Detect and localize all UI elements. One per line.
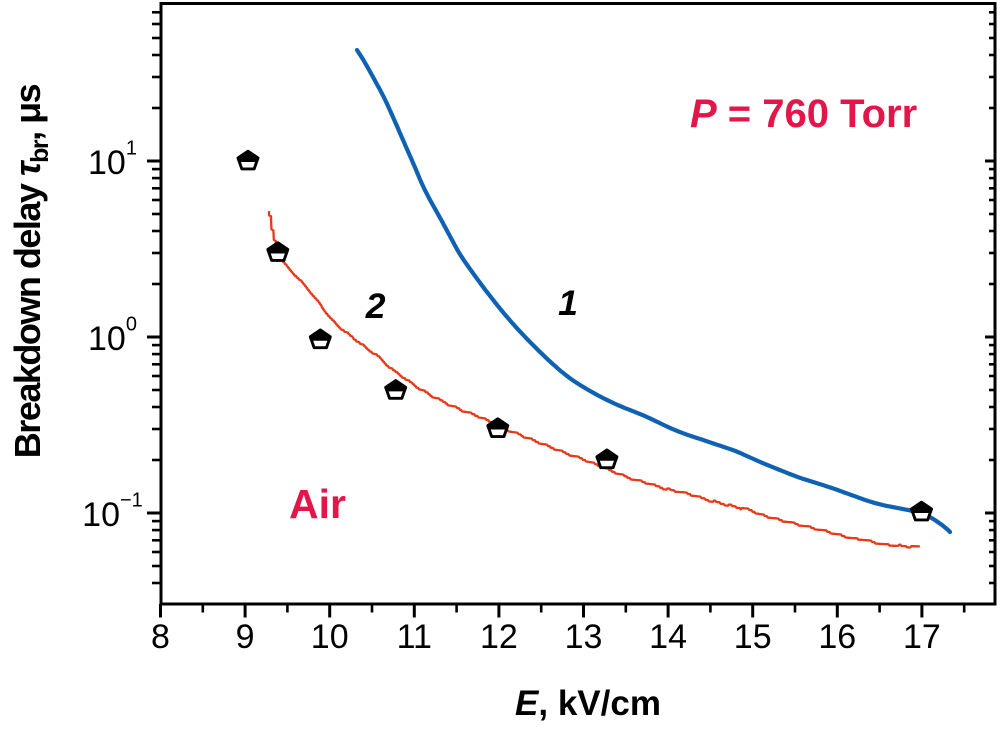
svg-text:2: 2 xyxy=(365,286,386,326)
svg-text:1: 1 xyxy=(558,283,578,323)
svg-text:10: 10 xyxy=(311,618,349,656)
svg-text:12: 12 xyxy=(480,618,518,656)
svg-text:9: 9 xyxy=(236,618,255,656)
svg-text:13: 13 xyxy=(565,618,603,656)
svg-text:16: 16 xyxy=(818,618,856,656)
svg-text:Air: Air xyxy=(289,481,346,527)
svg-text:P = 760 Torr: P = 760 Torr xyxy=(690,92,917,136)
svg-text:E, kV/cm: E, kV/cm xyxy=(515,684,661,723)
svg-text:8: 8 xyxy=(151,618,170,656)
svg-text:Breakdown delay τbr, μs: Breakdown delay τbr, μs xyxy=(7,84,54,458)
svg-text:17: 17 xyxy=(903,618,941,656)
svg-text:11: 11 xyxy=(397,618,432,656)
svg-text:14: 14 xyxy=(649,618,687,656)
svg-text:15: 15 xyxy=(734,618,772,656)
